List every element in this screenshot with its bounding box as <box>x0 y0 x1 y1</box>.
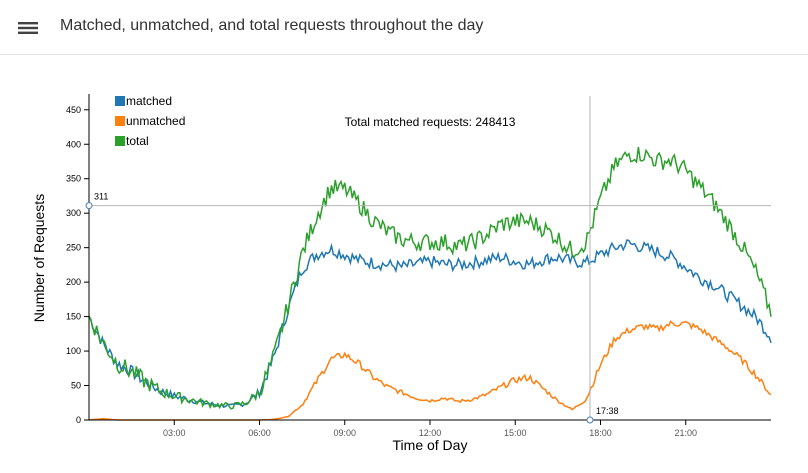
page-title: Matched, unmatched, and total requests t… <box>60 17 484 34</box>
crosshair-value-marker <box>85 202 93 210</box>
y-tick-label: 150 <box>66 312 81 322</box>
requests-line-chart[interactable]: 0 50 100 150 200 250 300 350 400 450 03:00 06:00 09:… <box>0 56 808 473</box>
series-line-matched[interactable] <box>88 239 772 408</box>
crosshair-time-label: 17:38 <box>596 406 619 416</box>
y-tick-label: 300 <box>66 208 81 218</box>
legend-label-matched[interactable]: matched <box>126 94 172 108</box>
legend-swatch-matched <box>115 96 125 106</box>
legend-swatch-total <box>115 136 125 146</box>
legend-label-unmatched[interactable]: unmatched <box>126 114 185 128</box>
x-tick-label: 18:00 <box>589 428 612 438</box>
x-axis-label: Time of Day <box>393 437 468 453</box>
crosshair-value-label: 311 <box>94 192 108 202</box>
y-tick-label: 450 <box>66 105 81 115</box>
y-tick-label: 50 <box>71 381 81 391</box>
x-tick-label: 21:00 <box>674 428 697 438</box>
y-tick-label: 200 <box>66 277 81 287</box>
x-tick-label: 12:00 <box>419 428 442 438</box>
y-tick-label: 250 <box>66 243 81 253</box>
x-tick-label: 15:00 <box>504 428 527 438</box>
x-tick-label: 06:00 <box>248 428 271 438</box>
series-line-total[interactable] <box>88 146 772 410</box>
y-axis-label: Number of Requests <box>31 194 47 322</box>
total-matched-annotation: Total matched requests: 248413 <box>345 115 516 129</box>
app-bar: Matched, unmatched, and total requests t… <box>0 0 808 55</box>
crosshair-time-marker <box>586 416 594 424</box>
y-tick-label: 0 <box>76 415 81 425</box>
y-tick-label: 400 <box>66 139 81 149</box>
legend-label-total[interactable]: total <box>126 134 149 148</box>
y-tick-label: 100 <box>66 346 81 356</box>
series-line-unmatched[interactable] <box>88 320 772 421</box>
hamburger-menu-icon <box>18 22 38 34</box>
y-tick-label: 350 <box>66 174 81 184</box>
x-tick-label: 03:00 <box>163 428 186 438</box>
legend-swatch-unmatched <box>115 116 125 126</box>
hamburger-menu-button[interactable] <box>14 14 44 42</box>
x-tick-label: 09:00 <box>333 428 356 438</box>
